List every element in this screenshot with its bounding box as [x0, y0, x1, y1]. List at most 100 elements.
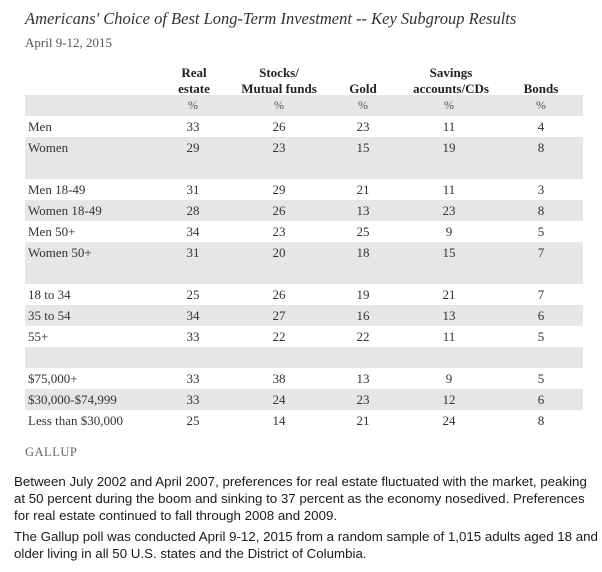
table-cell: 28 — [186, 203, 200, 218]
source-label: GALLUP — [25, 445, 78, 459]
column-header-line2: Gold — [349, 81, 377, 96]
column-header-line1: Real — [181, 65, 207, 80]
row-label: Men 18-49 — [28, 182, 86, 197]
column-header: Stocks/Mutual funds — [224, 65, 334, 97]
table-cell: 23 — [356, 119, 370, 134]
row-label: Less than $30,000 — [28, 413, 123, 428]
group-separator — [25, 347, 583, 368]
table-cell: 8 — [537, 203, 545, 218]
table-cell: 8 — [537, 140, 545, 155]
table-cell: 13 — [356, 371, 370, 386]
description-paragraph: Between July 2002 and April 2007, prefer… — [14, 474, 587, 523]
table-cell: 26 — [272, 203, 286, 218]
table-cell: 38 — [272, 371, 286, 386]
column-header-line2: accounts/CDs — [413, 81, 489, 96]
table-row: Women 50+ 31 20 18 15 7 — [25, 242, 583, 263]
table-cell: 19 — [356, 287, 370, 302]
table-cell: 7 — [537, 287, 545, 302]
column-header: Bonds — [486, 81, 596, 97]
table-cell: 11 — [442, 182, 456, 197]
table-cell: 19 — [442, 140, 456, 155]
data-table: %%%%% Men 33 26 23 11 4 Women 29 23 15 19 8 Men 18-49… — [25, 95, 583, 431]
percent-symbol: % — [444, 98, 454, 112]
table-cell: 33 — [186, 329, 200, 344]
table-cell: 21 — [442, 287, 456, 302]
row-label: 35 to 54 — [28, 308, 71, 323]
table-cell: 31 — [186, 182, 200, 197]
table-cell: 22 — [272, 329, 286, 344]
table-row: 55+ 33 22 22 11 5 — [25, 326, 583, 347]
column-header: Gold — [308, 81, 418, 97]
table-cell: 26 — [272, 287, 286, 302]
column-header-line2: Mutual funds — [241, 81, 317, 96]
methodology-paragraph: The Gallup poll was conducted April 9-12… — [14, 529, 598, 561]
table-cell: 26 — [272, 119, 286, 134]
column-header: Savings accounts/CDs — [396, 65, 506, 97]
table-row: 35 to 54 34 27 16 13 6 — [25, 305, 583, 326]
row-label: $75,000+ — [28, 371, 78, 386]
percent-symbol: % — [188, 98, 198, 112]
column-header-line2: estate — [178, 81, 210, 96]
row-label: Women — [28, 140, 69, 155]
percent-symbol: % — [358, 98, 368, 112]
table-row: Women 29 23 15 19 8 — [25, 137, 583, 158]
table-row: Men 50+ 34 23 25 9 5 — [25, 221, 583, 242]
row-label: Women 50+ — [28, 245, 92, 260]
column-header: Real estate — [139, 65, 249, 97]
table-row: Men 18-49 31 29 21 11 3 — [25, 179, 583, 200]
table-cell: 33 — [186, 392, 200, 407]
row-label: Men 50+ — [28, 224, 76, 239]
table-cell: 23 — [272, 140, 286, 155]
table-cell: 3 — [537, 182, 545, 197]
table-cell: 5 — [537, 371, 545, 386]
column-header-line2: Bonds — [523, 81, 559, 96]
table-cell: 23 — [442, 203, 456, 218]
table-cell: 23 — [272, 224, 286, 239]
table-cell: 15 — [442, 245, 456, 260]
table-cell: 31 — [186, 245, 200, 260]
table-cell: 25 — [186, 287, 200, 302]
group-separator — [25, 158, 583, 179]
table-cell: 13 — [356, 203, 370, 218]
table-cell: 9 — [445, 371, 453, 386]
percent-symbol: % — [274, 98, 284, 112]
table-cell: 5 — [537, 329, 545, 344]
table-cell: 18 — [356, 245, 370, 260]
table-cell: 4 — [537, 119, 545, 134]
table-cell: 34 — [186, 224, 200, 239]
table-cell: 29 — [272, 182, 286, 197]
table-cell: 24 — [442, 413, 456, 428]
table-cell: 13 — [442, 308, 456, 323]
table-cell: 6 — [537, 308, 545, 323]
group-separator — [25, 263, 583, 284]
table-cell: 14 — [272, 413, 286, 428]
table-cell: 22 — [356, 329, 370, 344]
table-cell: 5 — [537, 224, 545, 239]
column-header-line1: Stocks/ — [259, 65, 299, 80]
percent-symbol: % — [536, 98, 546, 112]
table-cell: 21 — [356, 182, 370, 197]
table-cell: 7 — [537, 245, 545, 260]
chart-subtitle: April 9-12, 2015 — [25, 35, 113, 50]
table-cell: 25 — [186, 413, 200, 428]
table-cell: 34 — [186, 308, 200, 323]
table-cell: 27 — [272, 308, 286, 323]
row-label: $30,000-$74,999 — [28, 392, 117, 407]
table-cell: 8 — [537, 413, 545, 428]
table-cell: 29 — [186, 140, 200, 155]
table-cell: 20 — [272, 245, 286, 260]
table-cell: 23 — [356, 392, 370, 407]
table-row: Less than $30,000 25 14 21 24 8 — [25, 410, 583, 431]
row-label: Men — [28, 119, 52, 134]
chart-title: Americans' Choice of Best Long-Term Inve… — [25, 9, 517, 28]
table-cell: 33 — [186, 371, 200, 386]
table-cell: 24 — [272, 392, 286, 407]
table-cell: 6 — [537, 392, 545, 407]
table-row: $30,000-$74,999 33 24 23 12 6 — [25, 389, 583, 410]
table-row: $75,000+ 33 38 13 9 5 — [25, 368, 583, 389]
column-header-line1: Savings — [429, 65, 473, 80]
row-label: Women 18-49 — [28, 203, 102, 218]
table-row: Men 33 26 23 11 4 — [25, 116, 583, 137]
table-cell: 15 — [356, 140, 370, 155]
table-cell: 25 — [356, 224, 370, 239]
